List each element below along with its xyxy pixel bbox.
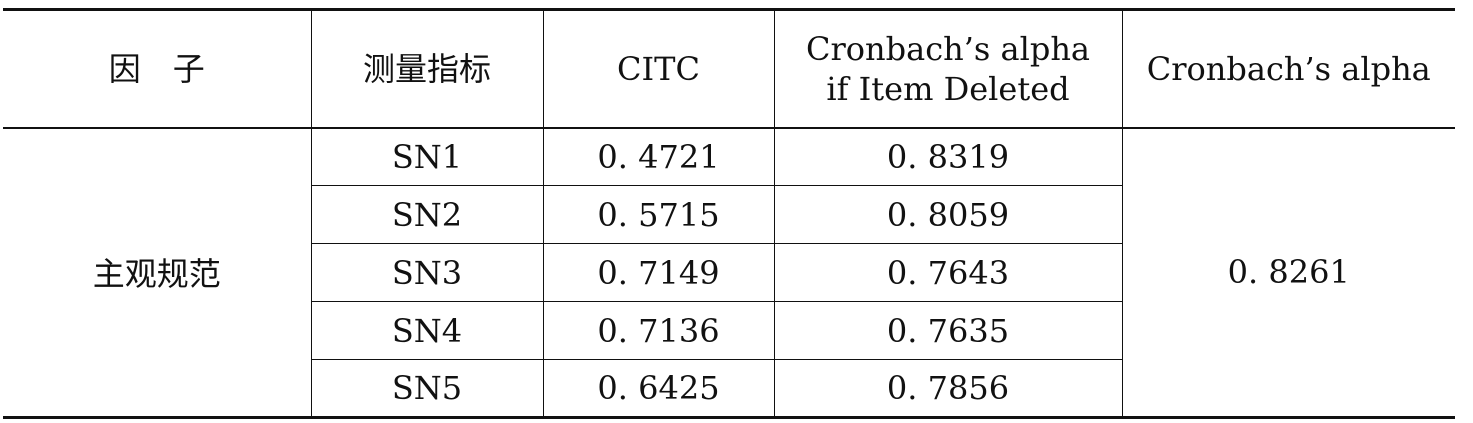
table-body: 主观规范 SN1 0. 4721 0. 8319 0. 8261 SN2 0. … xyxy=(3,127,1455,419)
citc-cell: 0. 6425 xyxy=(542,359,775,419)
indicator-cell: SN2 xyxy=(311,185,544,244)
header-alpha-if-deleted: Cronbach’s alpha if Item Deleted xyxy=(773,8,1123,129)
alpha-if-deleted-cell: 0. 7856 xyxy=(773,359,1122,419)
table-row: SN2 0. 5715 0. 8059 xyxy=(3,185,1455,244)
table-row: SN3 0. 7149 0. 7643 xyxy=(3,243,1455,302)
citc-cell: 0. 5715 xyxy=(542,185,775,244)
table-row: SN5 0. 6425 0. 7856 xyxy=(3,359,1455,419)
citc-cell: 0. 4721 xyxy=(542,127,775,186)
reliability-table: 因 子 测量指标 CITC Cronbach’s alpha if Item D… xyxy=(3,8,1455,419)
header-alpha-label: Cronbach’s alpha xyxy=(1146,49,1431,88)
header-indicator-label: 测量指标 xyxy=(362,49,491,88)
alpha-if-deleted-cell: 0. 7635 xyxy=(773,301,1122,360)
header-alpha: Cronbach’s alpha xyxy=(1121,8,1455,129)
indicator-cell: SN4 xyxy=(311,301,544,360)
header-citc: CITC xyxy=(542,8,775,129)
header-row: 因 子 测量指标 CITC Cronbach’s alpha if Item D… xyxy=(3,8,1455,129)
alpha-if-deleted-cell: 0. 7643 xyxy=(773,243,1122,302)
indicator-cell: SN3 xyxy=(311,243,544,302)
alpha-cell: 0. 8261 xyxy=(1121,127,1455,419)
alpha-if-deleted-cell: 0. 8059 xyxy=(773,185,1122,244)
header-alpha-if-deleted-line1: Cronbach’s alpha xyxy=(806,29,1090,68)
table-header: 因 子 测量指标 CITC Cronbach’s alpha if Item D… xyxy=(3,8,1455,129)
citc-cell: 0. 7136 xyxy=(542,301,775,360)
factor-cell: 主观规范 xyxy=(3,127,312,419)
header-indicator: 测量指标 xyxy=(310,8,544,129)
header-factor: 因 子 xyxy=(3,8,312,129)
indicator-cell: SN5 xyxy=(311,359,544,419)
header-factor-label: 因 子 xyxy=(108,49,205,88)
table-row: SN4 0. 7136 0. 7635 xyxy=(3,301,1455,360)
indicator-cell: SN1 xyxy=(310,127,544,186)
citc-cell: 0. 7149 xyxy=(542,243,775,302)
table-row: 主观规范 SN1 0. 4721 0. 8319 0. 8261 xyxy=(3,127,1455,419)
alpha-if-deleted-cell: 0. 8319 xyxy=(773,127,1123,186)
header-citc-label: CITC xyxy=(617,49,700,88)
header-alpha-if-deleted-line2: if Item Deleted xyxy=(826,69,1070,108)
